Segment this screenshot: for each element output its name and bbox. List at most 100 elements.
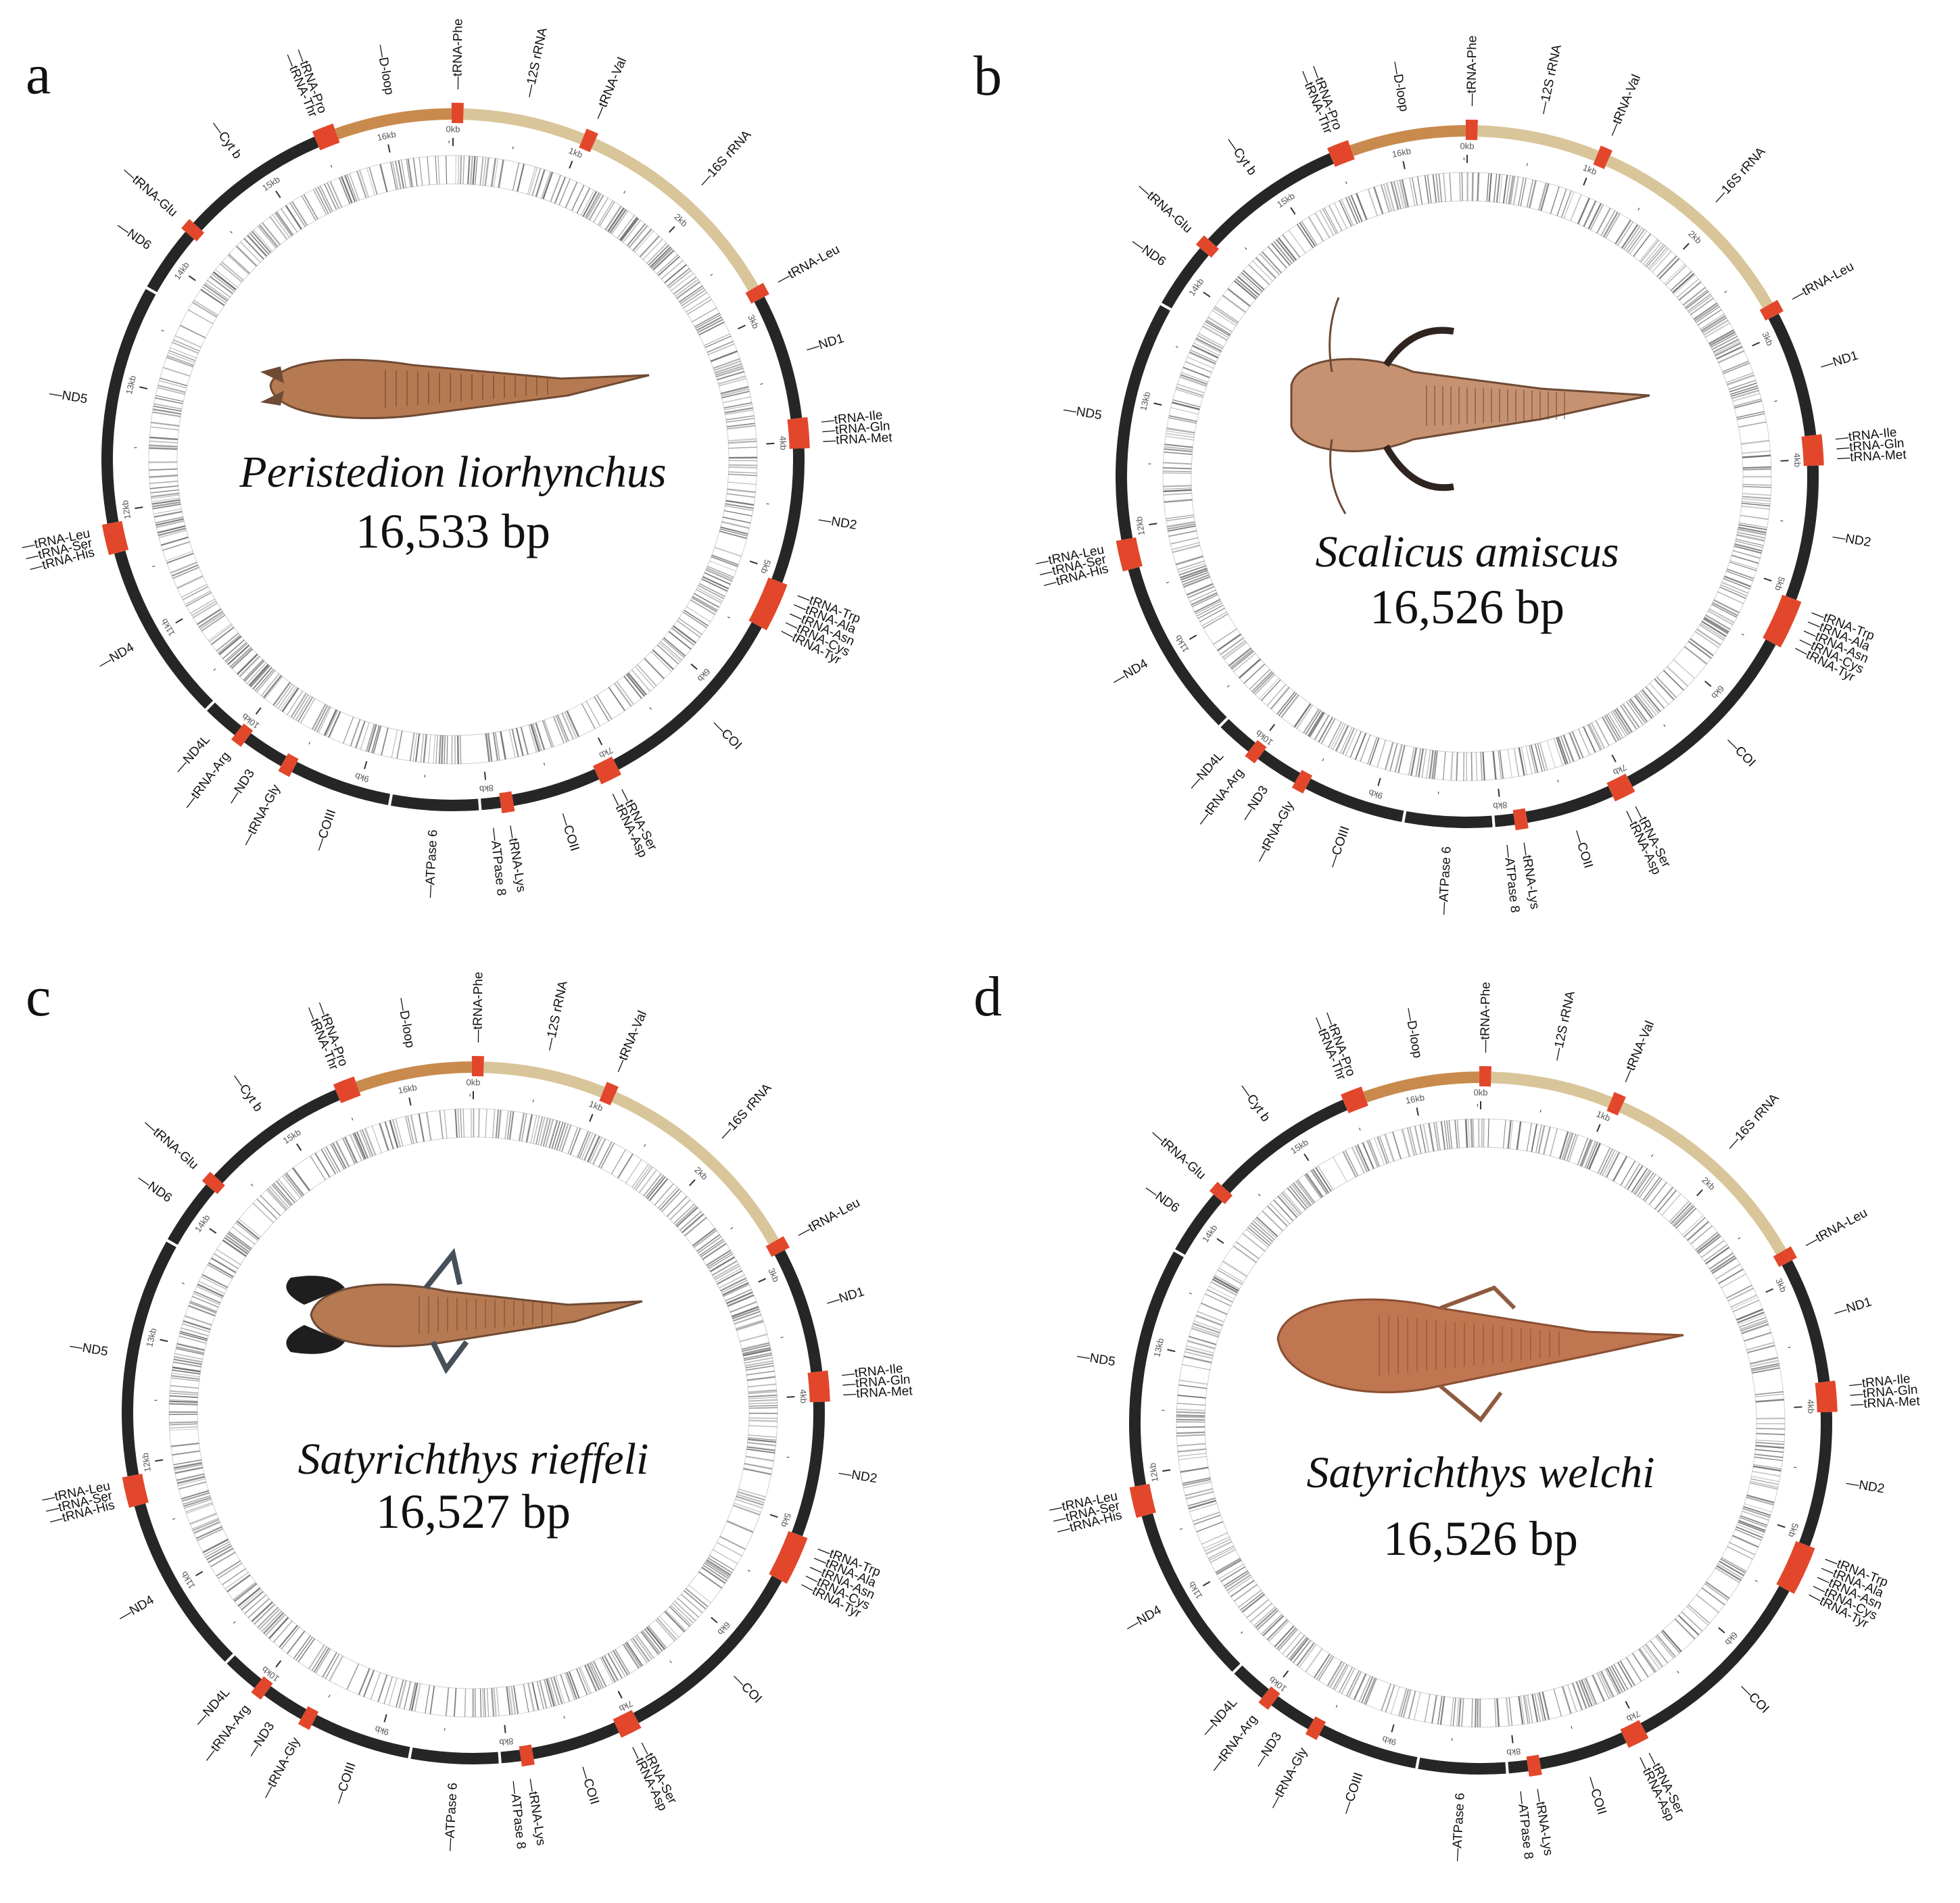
gene-segment xyxy=(1221,1099,1347,1194)
gene-label: —tRNA-Phe xyxy=(471,971,485,1042)
genome-size: 16,533 bp xyxy=(356,504,550,558)
species-name: Peristedion liorhynchus xyxy=(239,448,666,497)
gene-segment xyxy=(1539,1732,1627,1770)
gene-segment xyxy=(1508,1760,1529,1774)
kb-label: 9kb xyxy=(354,771,370,784)
kb-label: 1kb xyxy=(1595,1109,1612,1124)
kb-label: 8kb xyxy=(499,1736,514,1748)
gene-label: —ATPase 6 xyxy=(1450,1793,1467,1862)
gene-segment xyxy=(121,1241,176,1476)
gene-segment xyxy=(1129,1251,1184,1487)
gene-segment xyxy=(531,1722,619,1760)
gene-label: —tRNA-Val xyxy=(611,1009,650,1074)
gene-segment xyxy=(579,128,598,153)
gene-segment xyxy=(1774,603,1798,623)
gene-segment xyxy=(499,791,515,814)
gene-segment xyxy=(463,108,585,145)
gene-segment xyxy=(167,1184,215,1245)
gene-segment xyxy=(297,1706,319,1730)
gene-segment xyxy=(1606,1092,1626,1116)
gene-segment xyxy=(1327,143,1347,167)
gene-label: —Cyt b xyxy=(1223,135,1260,178)
kb-label: 4kb xyxy=(778,435,788,450)
kb-label: 0kb xyxy=(467,1077,481,1087)
gene-segment xyxy=(1640,1585,1790,1733)
gene-segment xyxy=(757,594,781,615)
kb-label: 3kb xyxy=(1760,330,1775,347)
gene-segment xyxy=(599,1082,619,1106)
gene-segment xyxy=(1291,769,1313,794)
kb-label: 13kb xyxy=(144,1327,158,1348)
gene-segment xyxy=(391,794,479,812)
gene-segment xyxy=(1175,1194,1222,1255)
gene-segment xyxy=(291,762,391,806)
gene-label: —COIII xyxy=(1339,1770,1366,1816)
gene-label: —ATPase 6 xyxy=(423,829,440,898)
panel-letter: a xyxy=(26,43,51,106)
gene-segment xyxy=(1305,778,1404,822)
gene-segment xyxy=(231,723,254,747)
panel-letter: c xyxy=(26,965,51,1028)
gene-segment xyxy=(1788,1549,1812,1569)
gene-label: —D-loop xyxy=(1402,1007,1425,1059)
gene-segment xyxy=(1767,619,1790,640)
gene-segment xyxy=(1116,537,1139,554)
gene-segment xyxy=(1759,299,1784,321)
gene-ring: —tRNA-Phe —12S rRNA —tRNA-Val —16S rRNA —tRN… xyxy=(1034,35,1907,915)
gene-label: —ND2 xyxy=(1845,1476,1886,1496)
gene-segment xyxy=(1619,1102,1786,1255)
sequence-barcode-ring xyxy=(168,1108,778,1718)
kb-label: 12kb xyxy=(1134,516,1147,536)
gene-segment xyxy=(1802,453,1824,466)
kb-label: 6kb xyxy=(1709,683,1726,701)
sequence-barcode-ring xyxy=(1162,172,1772,781)
gene-segment xyxy=(1465,120,1478,141)
kb-label: 5kb xyxy=(1773,575,1787,592)
gene-label: —COII xyxy=(1583,1775,1608,1816)
gene-label: —tRNA-Phe xyxy=(1464,35,1479,106)
gene-segment xyxy=(101,289,156,524)
sequence-barcode-ring xyxy=(1176,1118,1786,1728)
gene-segment xyxy=(193,137,319,231)
gene-segment xyxy=(201,1172,225,1195)
panel-letter: d xyxy=(974,965,1002,1028)
gene-label: —ATPase 6 xyxy=(443,1783,460,1852)
gene-segment xyxy=(244,733,287,767)
kb-label: 9kb xyxy=(1368,788,1384,801)
gene-label: —ND6 xyxy=(114,219,154,253)
gene-segment xyxy=(278,753,299,777)
gene-label: —12S rRNA xyxy=(1536,43,1564,116)
gene-segment xyxy=(1605,155,1773,309)
gene-label: —COIII xyxy=(1325,824,1353,869)
gene-segment xyxy=(1628,1720,1649,1744)
gene-segment xyxy=(593,761,613,785)
gene-label: —12S rRNA xyxy=(542,980,571,1052)
gene-segment xyxy=(1799,1412,1832,1547)
kb-label: 5kb xyxy=(1786,1522,1800,1539)
gene-label: —ND1 xyxy=(1832,1295,1873,1320)
gene-segment xyxy=(1620,1724,1640,1748)
gene-segment xyxy=(1526,1754,1542,1777)
kb-label: 13kb xyxy=(124,375,138,395)
gene-segment xyxy=(1525,786,1613,823)
gene-label: —COII xyxy=(556,811,581,853)
gene-label: —D-loop xyxy=(374,43,397,95)
gene-segment xyxy=(1271,1696,1314,1730)
gene-label: —COII xyxy=(1570,828,1595,870)
gene-label: —ND1 xyxy=(805,331,846,356)
gene-segment xyxy=(451,103,464,124)
gene-label: —ND6 xyxy=(135,1172,174,1205)
gene-label: —ND5 xyxy=(1076,1349,1116,1369)
gene-segment xyxy=(1816,1399,1838,1413)
gene-label: —COI xyxy=(730,1671,765,1706)
gene-segment xyxy=(591,138,759,291)
gene-label: —tRNA-Met xyxy=(1837,448,1907,465)
gene-segment xyxy=(765,1236,790,1257)
gene-label: —tRNA-Leu xyxy=(795,1196,863,1242)
gene-segment xyxy=(1627,639,1776,787)
gene-label: —tRNA-Leu xyxy=(775,242,842,288)
gene-label: —tRNA-Phe xyxy=(1478,982,1493,1053)
scale-ticks: 0kb1kb2kb3kb4kb5kb6kb7kb8kb9kb10kb11kb12… xyxy=(1134,141,1803,811)
kb-label: 6kb xyxy=(696,667,713,684)
